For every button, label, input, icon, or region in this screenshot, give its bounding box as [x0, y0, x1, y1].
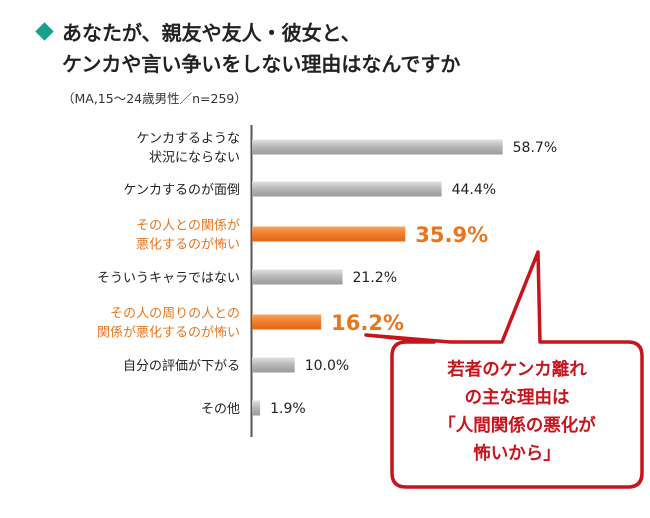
bar-3 — [252, 269, 343, 285]
value-label-4: 16.2% — [331, 311, 404, 335]
value-label-2: 35.9% — [415, 223, 488, 247]
value-label-0: 58.7% — [513, 140, 557, 156]
chart-title-line1: あなたが、親友や友人・彼女と、 — [62, 21, 361, 45]
category-label-0-1: 状況にならない — [149, 151, 240, 166]
category-label-0-0: ケンカするような — [136, 132, 240, 147]
callout-line-0: 若者のケンカ離れ — [446, 359, 587, 380]
category-label-4-1: 関係が悪化するのが怖い — [97, 325, 240, 341]
category-label-1-0: ケンカするのが面倒 — [123, 183, 240, 198]
value-label-3: 21.2% — [353, 270, 397, 286]
bar-4 — [252, 314, 322, 330]
callout-line-1: の主な理由は — [465, 387, 570, 408]
callout-line-3: 怖いから」 — [473, 443, 561, 464]
callout-bubble — [364, 250, 644, 489]
callout-line-2: 「人間関係の悪化が — [438, 415, 596, 436]
bar-0 — [252, 139, 503, 155]
category-label-2-0: その人との関係が — [136, 219, 240, 234]
category-label-3-0: そういうキャラではない — [97, 271, 240, 286]
title-diamond-icon — [35, 22, 54, 41]
chart-title-line2: ケンカや言い争いをしない理由はなんですか — [62, 52, 460, 76]
bar-6 — [252, 400, 261, 416]
bar-1 — [252, 181, 442, 197]
bar-2 — [252, 226, 406, 242]
value-label-1: 44.4% — [452, 182, 496, 198]
value-label-6: 1.9% — [270, 401, 306, 417]
bar-5 — [252, 357, 295, 373]
chart-subtitle: （MA,15～24歳男性／n=259） — [62, 91, 247, 106]
category-label-4-0: その人の周りの人との — [110, 307, 240, 322]
category-label-5-0: 自分の評価が下がる — [123, 359, 240, 374]
category-label-6-0: その他 — [201, 402, 240, 417]
category-label-2-1: 悪化するのが怖い — [136, 237, 240, 253]
value-label-5: 10.0% — [305, 358, 349, 374]
